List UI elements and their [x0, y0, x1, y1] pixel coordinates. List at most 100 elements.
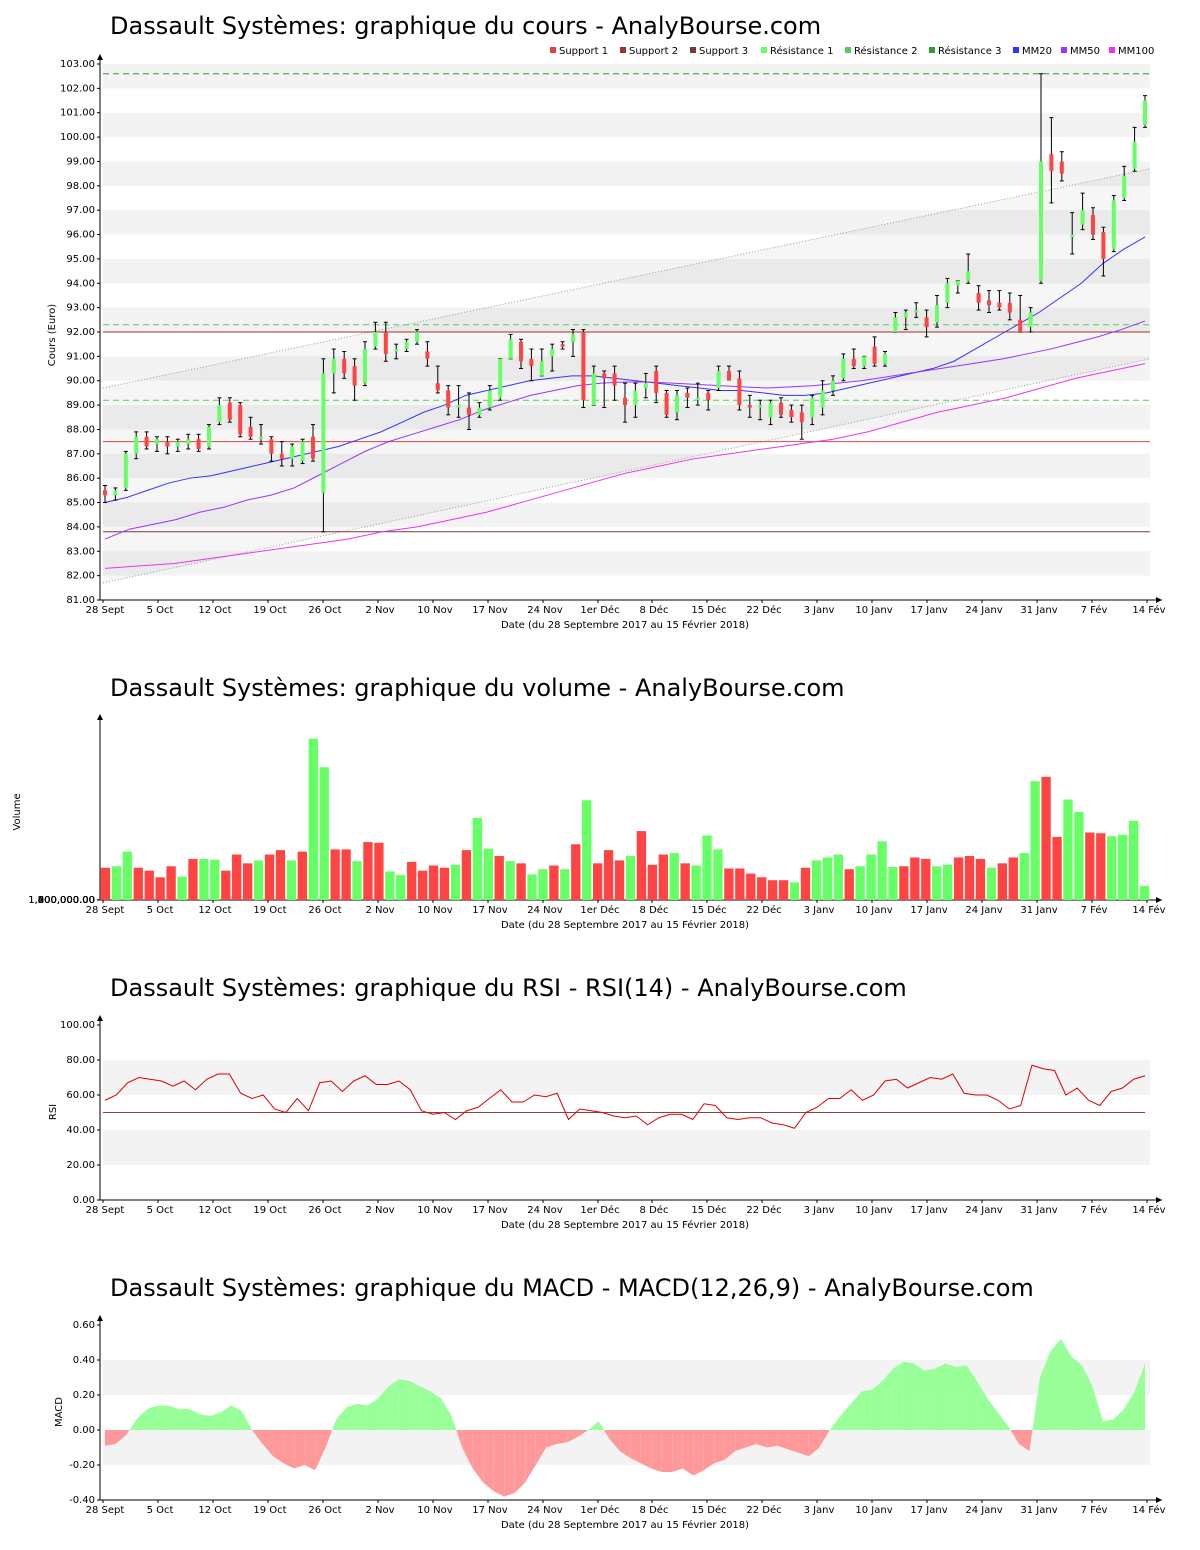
macd-negative-area: [661, 1430, 673, 1472]
macd-x-tick-label: 10 Nov: [417, 1505, 453, 1516]
volume-bar: [942, 864, 953, 900]
candle-body: [643, 383, 648, 389]
candle-body: [914, 310, 919, 313]
price-y-arrow-icon: [97, 54, 103, 60]
macd-negative-area: [630, 1430, 641, 1464]
price-y-tick-label: 84.00: [66, 522, 95, 533]
candle-body: [300, 441, 305, 462]
candle-body: [747, 405, 752, 408]
macd-x-tick-label: 7 Fév: [1081, 1504, 1108, 1516]
price-x-tick-label: 10 Nov: [417, 605, 453, 616]
price-band: [103, 112, 1150, 138]
rsi-y-tick-label: 20.00: [66, 1160, 95, 1171]
macd-negative-area: [304, 1430, 316, 1471]
volume-x-tick-label: 2 Nov: [365, 905, 394, 916]
macd-negative-area: [1010, 1430, 1019, 1444]
volume-bar: [735, 868, 745, 900]
volume-bar: [407, 861, 417, 900]
macd-positive-area: [367, 1398, 379, 1430]
candle-body: [955, 280, 960, 286]
candle-body: [103, 490, 107, 496]
candle-body: [945, 283, 950, 303]
candle-body: [851, 358, 856, 367]
candle-body: [363, 349, 367, 384]
macd-positive-area: [189, 1409, 200, 1430]
volume-bar: [986, 867, 997, 900]
price-y-tick-label: 102.00: [60, 83, 95, 94]
price-x-tick-label: 31 Janv: [1020, 605, 1057, 616]
volume-bar: [833, 854, 843, 900]
volume-bar: [363, 842, 373, 900]
legend-resistance-1: Résistance 1: [770, 45, 833, 57]
candle-body: [664, 392, 669, 415]
macd-negative-area: [262, 1430, 274, 1457]
volume-bar: [1074, 812, 1084, 900]
macd-y-tick-label: 0.20: [73, 1390, 95, 1401]
macd-x-tick-label: 12 Oct: [198, 1505, 231, 1516]
price-band: [103, 453, 1150, 479]
candle-body: [279, 453, 284, 459]
volume-x-tick-label: 10 Nov: [417, 905, 453, 916]
volume-bar: [144, 870, 154, 900]
rsi-chart: 0.00 20.00 40.00 60.00 80.00 100.00 28 Sept 5 O…: [60, 1015, 1166, 1216]
rsi-x-arrow-icon: [1156, 1197, 1162, 1203]
macd-positive-area: [241, 1410, 253, 1430]
volume-x-tick-label: 10 Janv: [855, 905, 892, 916]
volume-bar: [1041, 776, 1051, 900]
macd-x-tick-label: 31 Janv: [1020, 1505, 1057, 1516]
volume-bar: [1139, 886, 1150, 900]
candle-body: [394, 349, 399, 352]
volume-bar: [385, 871, 395, 900]
candle-body: [727, 370, 731, 381]
macd-x-tick-label: 5 Oct: [147, 1505, 174, 1516]
candle-body: [987, 300, 991, 306]
price-band: [103, 258, 1150, 284]
rsi-x-tick-label: 24 Nov: [527, 1205, 563, 1216]
macd-positive-area: [1081, 1365, 1093, 1430]
volume-bar: [1117, 834, 1128, 900]
macd-negative-area: [462, 1430, 473, 1469]
volume-bar: [866, 854, 876, 900]
price-y-tick-label: 90.00: [66, 376, 95, 387]
volume-bar: [155, 877, 165, 900]
macd-x-tick-label: 14 Fév: [1132, 1504, 1165, 1516]
candle-body: [508, 339, 513, 359]
price-x-tick-label: 2 Nov: [365, 605, 394, 616]
macd-positive-area: [945, 1363, 956, 1430]
macd-negative-area: [787, 1430, 799, 1453]
volume-bar: [188, 858, 198, 900]
candle-body: [893, 317, 898, 332]
rsi-chart-title: Dassault Systèmes: graphique du RSI - RS…: [110, 974, 907, 1002]
price-y-tick-label: 95.00: [66, 254, 95, 265]
volume-bar: [417, 870, 428, 900]
price-x-tick-label: 10 Janv: [855, 605, 892, 616]
macd-y-tick-label: 0.60: [73, 1320, 95, 1331]
macd-chart-title: Dassault Systèmes: graphique du MACD - M…: [110, 1274, 1034, 1302]
volume-bar: [789, 882, 800, 900]
macd-positive-area: [199, 1414, 211, 1430]
candle-body: [716, 370, 721, 389]
macd-positive-area: [997, 1412, 1009, 1430]
candle-body: [155, 439, 159, 445]
macd-negative-area: [1029, 1430, 1033, 1451]
volume-bar: [483, 848, 493, 900]
volume-x-tick-label: 5 Oct: [147, 905, 174, 916]
candle-body: [685, 392, 690, 398]
macd-positive-area: [157, 1405, 169, 1430]
rsi-x-tick-label: 1er Déc: [580, 1204, 619, 1216]
rsi-x-tick-label: 24 Janv: [965, 1205, 1002, 1216]
candle-body: [248, 427, 253, 437]
candle-body: [737, 378, 742, 406]
rsi-y-axis-label: RSI: [48, 1104, 59, 1120]
volume-bar: [757, 877, 767, 900]
price-x-arrow-icon: [1156, 597, 1162, 603]
macd-negative-area: [456, 1430, 463, 1448]
candle-body: [924, 317, 929, 328]
candle-body: [799, 412, 804, 423]
volume-x-tick-label: 31 Janv: [1020, 905, 1057, 916]
macd-negative-area: [693, 1430, 704, 1476]
rsi-line: [104, 1064, 1146, 1129]
legend-resistance-3-swatch: [929, 47, 935, 53]
volume-bar: [111, 866, 122, 900]
legend-resistance-2: Résistance 2: [854, 45, 917, 57]
